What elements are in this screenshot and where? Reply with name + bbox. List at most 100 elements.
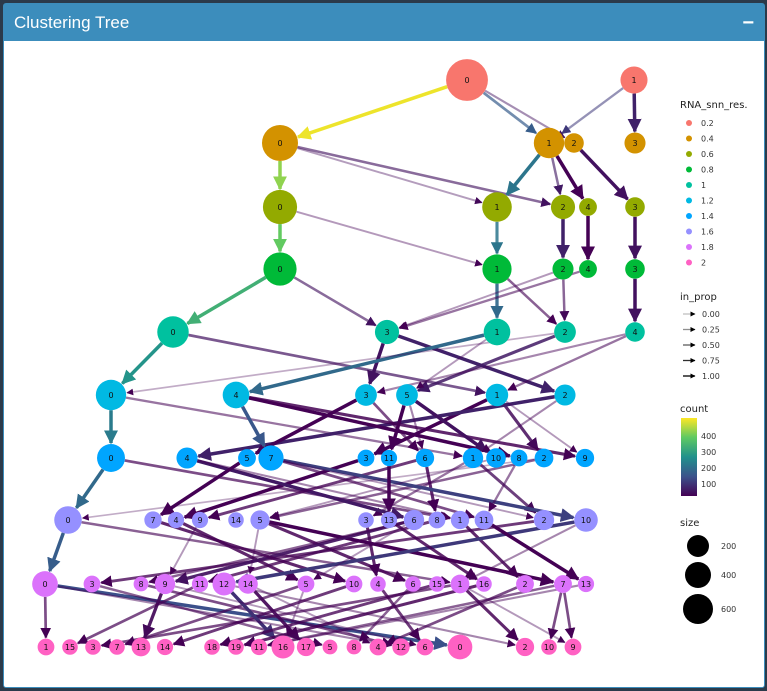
tree-node-label: 1 [494,391,499,400]
tree-node-circle [212,572,236,596]
tree-node-label: 16 [278,643,288,652]
tree-node-circle [625,322,645,342]
tree-node-label: 0 [65,516,70,525]
tree-edge [488,464,516,512]
tree-node-label: 10 [581,516,591,525]
tree-node: 11 [191,575,209,593]
collapse-button[interactable]: − [742,11,754,34]
tree-node: 1 [482,254,512,284]
legend-size-circle [685,562,711,588]
tree-node-label: 4 [173,516,178,525]
tree-edge [627,93,642,133]
tree-edge [561,87,624,135]
tree-node-label: 4 [233,391,238,400]
tree-edge [254,398,358,455]
tree-node: 0 [261,124,299,162]
tree-node: 4 [625,322,645,342]
legend-size-circle [687,535,709,557]
tree-edge [467,587,566,644]
tree-node-label: 0 [457,643,462,652]
tree-edge [283,459,534,520]
tree-node: 13 [131,637,151,657]
tree-node: 10 [574,508,598,532]
tree-node-circle [483,318,511,346]
tree-node-label: 3 [632,203,637,212]
tree-edge [297,145,552,208]
tree-node-circle [564,133,584,153]
tree-node-label: 14 [243,580,253,589]
tree-node: 1 [533,127,565,159]
tree-node-circle [191,511,209,529]
tree-edge [40,596,52,639]
tree-node: 0 [32,571,58,597]
tree-node: 1 [450,574,470,594]
tree-node-label: 4 [375,580,380,589]
tree-node: 8 [133,576,149,592]
tree-node-circle [83,575,101,593]
tree-edge [313,524,406,581]
nodes-layer: 0 10 1 2 30 1 2 4 30 1 2 4 30 3 1 2 40 4 3 5 1 20 4 5 7 3 11 6 1 10 8 2… [32,59,648,660]
tree-node: 13 [380,511,398,529]
tree-node: 0 [262,189,298,225]
tree-node-label: 9 [197,516,202,525]
tree-node: 9 [575,448,595,468]
tree-node-circle [37,638,55,656]
tree-node-label: 0 [277,265,282,274]
legend-color-swatch [686,197,692,204]
tree-node-label: 0 [277,139,282,148]
tree-edge [282,460,476,520]
tree-node-circle [296,637,316,657]
tree-node: 3 [624,132,646,154]
tree-node-circle [625,197,645,217]
tree-node-circle [380,449,398,467]
tree-node-label: 10 [544,643,554,652]
legend-count-tick: 100 [701,480,716,489]
tree-edge [506,278,558,325]
tree-node: 3 [355,384,377,406]
tree-edge [186,275,267,326]
tree-node-circle [263,252,297,286]
tree-node: 3 [357,449,375,467]
tree-node-circle [516,575,534,593]
tree-node-circle [95,379,127,411]
tree-edge [416,338,487,389]
tree-node-circle [380,511,398,529]
tree-edge [555,155,585,200]
tree-edge [243,584,477,649]
tree-node-circle [228,639,244,655]
tree-node: 6 [416,638,434,656]
tree-node-label: 0 [170,328,175,337]
legend-color-swatch [686,244,692,250]
legend-color-swatch [686,120,692,126]
tree-node-label: 6 [422,643,427,652]
legend-color-label: 0.8 [701,166,714,175]
tree-node-circle [450,574,470,594]
legend-color-label: 2 [701,259,706,268]
tree-node-circle [415,448,435,468]
legend-count-tick: 200 [701,464,716,473]
tree-node-circle [250,638,268,656]
tree-edge [283,458,575,522]
tree-edge [47,532,65,573]
tree-node-circle [346,639,362,655]
panel-title: Clustering Tree [14,12,130,32]
tree-node: 7 [258,445,284,471]
tree-node: 15 [62,639,78,655]
tree-node-circle [462,447,484,469]
tree-node-circle [97,444,125,472]
tree-edge [468,524,576,581]
tree-node-label: 3 [90,643,95,652]
tree-node-label: 1 [457,516,462,525]
tree-node: 2 [533,509,555,531]
tree-node-circle [533,509,555,531]
tree-node-circle [552,258,574,280]
tree-node-circle [474,510,494,530]
tree-edge [296,85,448,140]
tree-node: 8 [346,639,362,655]
tree-node-label: 1 [494,328,499,337]
tree-node: 4 [369,638,387,656]
tree-node-circle [450,510,470,530]
tree-node-circle [476,576,492,592]
tree-node-circle [62,639,78,655]
